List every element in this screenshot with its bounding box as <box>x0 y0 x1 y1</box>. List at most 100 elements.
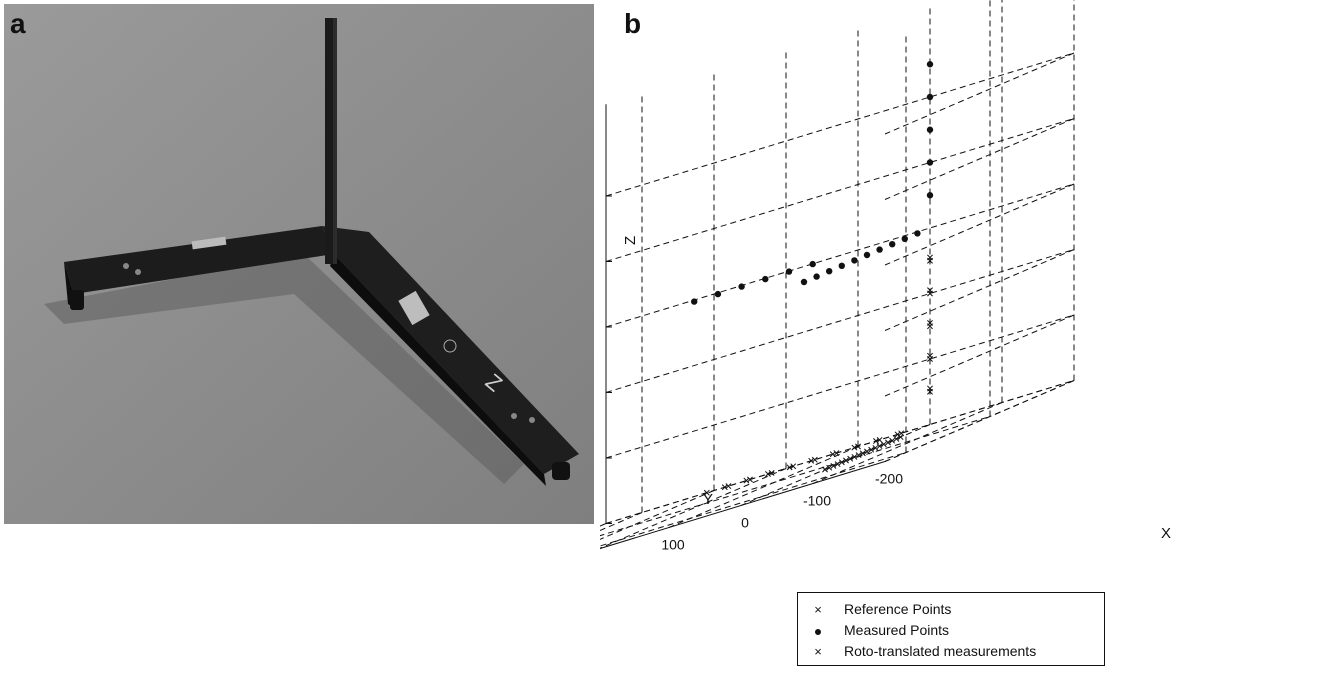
measured-point <box>813 273 820 280</box>
cross-stroke <box>703 489 710 496</box>
measured-point <box>691 298 698 305</box>
cross-marker-icon <box>806 601 830 617</box>
reference-point <box>889 437 896 444</box>
grid-line <box>605 380 1075 524</box>
reference-point <box>830 462 837 469</box>
measured-point <box>926 192 934 199</box>
measured-point <box>785 268 793 275</box>
reference-point <box>847 455 854 462</box>
rototranslated-point <box>927 352 933 359</box>
cross-stroke <box>747 476 753 483</box>
cross-stroke <box>876 436 883 443</box>
reference-point <box>811 456 818 463</box>
calibration-frame-photo: Z <box>4 4 594 524</box>
rototranslated-point <box>876 443 883 450</box>
x-tick-label: 0 <box>741 515 749 531</box>
measured-point <box>926 61 934 68</box>
grid-line <box>884 183 1075 266</box>
cross-stroke <box>927 287 933 294</box>
cross-stroke <box>876 443 883 450</box>
grid-line <box>600 512 643 532</box>
rototranslated-point <box>894 431 901 438</box>
cross-stroke <box>872 444 879 451</box>
cross-stroke <box>834 461 841 468</box>
measured-point <box>838 262 845 269</box>
cross-stroke <box>864 448 870 455</box>
cross-stroke <box>765 471 771 477</box>
x-tick-label: 100 <box>661 537 685 553</box>
tick-labels: 2001000-100-200-30002004004003002001000-… <box>600 471 903 561</box>
cross-stroke <box>927 320 933 326</box>
grid-line <box>884 314 1075 397</box>
grid-lines <box>600 0 1075 549</box>
cross-stroke <box>893 435 900 442</box>
cross-stroke <box>743 477 750 484</box>
rototranslated-point <box>868 446 875 453</box>
rototranslated-point <box>721 484 728 491</box>
grid-line <box>600 452 907 547</box>
reference-point <box>703 489 710 496</box>
measured-point <box>826 268 833 275</box>
reference-point <box>864 448 870 455</box>
reference-point <box>872 444 879 451</box>
legend-entry-reference: Reference Points <box>806 598 1096 619</box>
cross-stroke <box>725 483 732 490</box>
cross-stroke <box>811 456 818 463</box>
rototranslated-point <box>743 477 750 484</box>
cross-stroke <box>829 451 836 458</box>
measured-point <box>809 260 816 268</box>
rototranslated-point <box>885 439 891 446</box>
measured-point <box>800 278 808 286</box>
cross-stroke <box>808 457 815 464</box>
cross-stroke <box>927 254 933 261</box>
legend-label: Reference Points <box>844 600 952 617</box>
rototranslated-point <box>829 451 836 458</box>
y-axis-label: Y <box>703 491 713 508</box>
x-tick-label: -100 <box>803 493 831 509</box>
measured-point <box>762 275 769 283</box>
grid-line <box>600 490 715 540</box>
cross-stroke <box>855 443 861 450</box>
measured-point <box>889 241 896 248</box>
axis-labels: X Y Z <box>622 236 1171 542</box>
rototranslated-point <box>765 471 771 477</box>
cross-stroke <box>830 462 837 469</box>
legend-entry-rototranslated: Roto-translated measurements <box>806 640 1096 661</box>
cross-stroke <box>897 434 904 441</box>
measured-point <box>863 251 871 259</box>
grid-line <box>884 380 1075 462</box>
cross-stroke <box>833 450 840 457</box>
grid-line <box>740 424 931 506</box>
grid-line <box>605 249 1075 393</box>
cross-stroke <box>885 439 891 446</box>
rototranslated-point <box>927 287 933 294</box>
cross-stroke <box>721 484 728 491</box>
measured-point <box>926 126 934 133</box>
reference-point <box>876 436 883 443</box>
measured-point <box>876 246 883 253</box>
rototranslated-point <box>873 438 879 444</box>
cross-stroke <box>838 459 845 466</box>
rototranslated-point <box>859 450 866 457</box>
reference-point <box>898 430 905 437</box>
measured-point <box>926 93 934 101</box>
cross-marker-icon <box>806 643 830 659</box>
grid-line <box>605 183 1075 328</box>
reference-point <box>790 463 797 470</box>
rototranslated-point <box>786 464 793 471</box>
reference-point <box>768 469 775 476</box>
grid-line <box>600 416 991 537</box>
rototranslated-point <box>851 453 858 460</box>
reference-point <box>838 459 845 466</box>
cross-stroke <box>851 444 858 451</box>
data-points <box>691 61 934 496</box>
measured-point <box>738 283 745 290</box>
cross-stroke <box>855 452 862 459</box>
grid-line <box>605 118 1075 262</box>
rototranslated-point <box>826 464 833 471</box>
grid-line <box>605 314 1075 459</box>
measured-point <box>926 159 934 166</box>
cross-stroke <box>873 438 879 444</box>
cross-stroke <box>898 430 905 437</box>
measured-point <box>851 257 858 264</box>
